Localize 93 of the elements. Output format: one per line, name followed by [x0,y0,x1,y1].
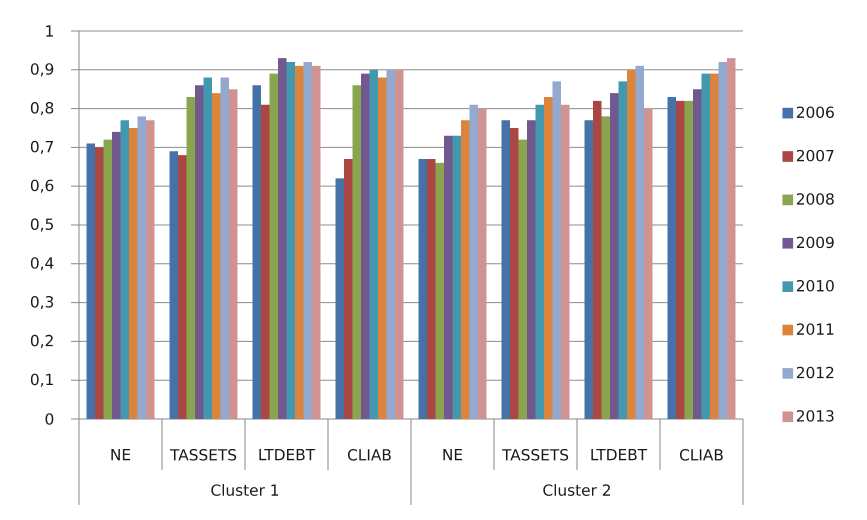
bar [186,96,196,419]
bar [312,66,321,419]
y-tick-label: 0,9 [30,63,54,76]
bar [561,104,570,419]
y-tick-label: 0,6 [30,180,54,193]
bar [502,120,510,419]
legend-label: 2007 [796,150,834,162]
x-tick-label: LTDEBT [259,449,316,460]
bar [702,74,710,419]
legend-label: 2006 [796,106,834,118]
y-tick-label: 0,5 [30,218,53,232]
bar [344,159,353,419]
bar [95,147,104,419]
bar [229,89,238,419]
x-tick-label: TASSETS [502,449,568,461]
y-tick-label: 0,7 [30,140,53,154]
bar [395,70,404,419]
bar [470,104,478,419]
bar [444,136,453,419]
bar [212,93,221,419]
legend-label: 2011 [796,323,834,335]
bar [336,178,344,419]
bar [676,100,684,419]
bar [693,89,702,419]
y-tick-label: 1 [46,25,53,37]
bar [220,78,230,419]
x-tick-label: LTDEBT [591,449,648,460]
bar [361,74,370,419]
bar [286,62,296,419]
bar [146,120,155,419]
bar [129,128,138,419]
bar [270,74,278,419]
bar [478,108,487,419]
x-tick-label: CLIAB [348,449,391,461]
y-tick-label: 0,3 [30,296,54,310]
legend-label: 2008 [796,193,834,205]
y-tick-label: 0,2 [30,334,53,348]
legend-label: 2012 [796,366,834,378]
bar [461,120,470,419]
bar [195,85,204,419]
bar [618,81,627,419]
bar [386,70,396,419]
bar [510,128,519,419]
legend-label: 2009 [796,236,834,248]
text: Cluster 2 [543,484,610,496]
text: Cluster 1 [211,484,278,496]
bar [668,96,676,419]
bar [418,159,427,419]
bar [370,70,378,419]
bar [518,140,528,419]
bar [710,74,718,419]
bar [112,132,121,419]
bar [278,58,287,419]
bar [252,85,262,419]
bar [304,62,312,419]
bar [644,108,652,419]
bar [610,93,618,419]
bar [378,78,387,419]
bar [204,78,212,419]
x-tick-label: NE [111,449,130,460]
y-tick-label: 0,1 [30,374,53,387]
bar [452,136,462,419]
bar [120,120,130,419]
bar [295,66,304,419]
bar [178,155,187,419]
bar [436,162,444,419]
bar [86,144,96,419]
bar [593,100,602,419]
legend-label: 2013 [796,410,834,422]
bar [602,116,610,419]
bar [727,58,736,419]
bar [527,120,536,419]
bar [104,140,112,419]
x-tick-label: NE [443,449,462,460]
bar [170,151,178,419]
bar [352,85,362,419]
y-tick-label: 0 [46,413,54,425]
x-tick-label: TASSETS [170,449,236,461]
bar [427,159,436,419]
legend-label: 2010 [796,280,834,292]
y-tick-label: 0,8 [30,102,54,116]
bar [544,96,553,419]
x-tick-label: CLIAB [680,449,723,461]
bar [261,104,270,419]
bar [536,104,544,419]
y-tick-label: 0,4 [30,257,54,270]
bar [636,66,644,419]
bar [138,116,146,419]
bar [584,120,594,419]
bar [718,62,727,419]
bar [627,70,636,419]
bar [552,81,562,419]
bar [684,100,693,419]
